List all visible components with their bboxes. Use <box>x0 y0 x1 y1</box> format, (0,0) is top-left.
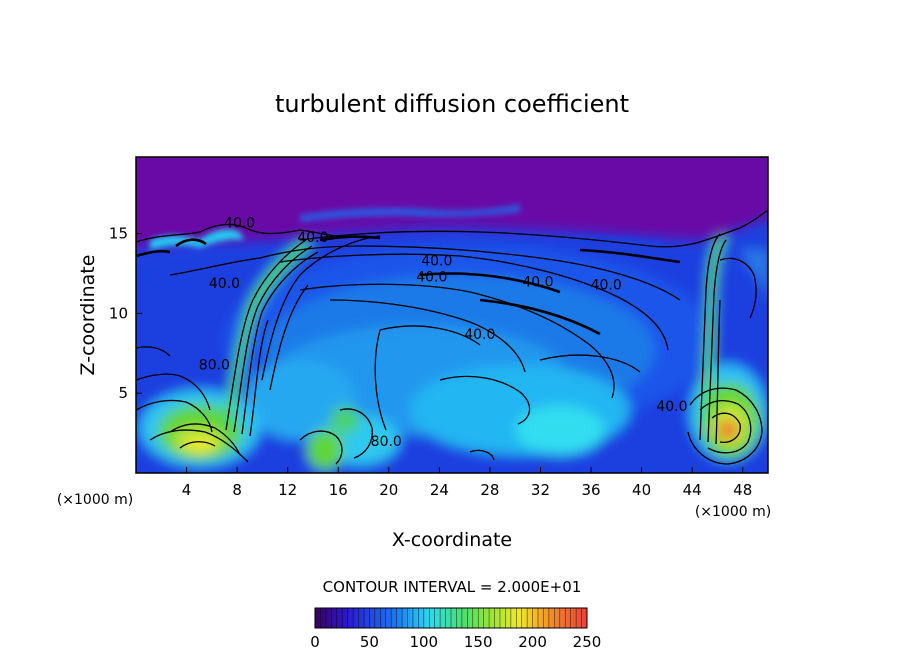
contour-label: 40.0 <box>416 270 447 286</box>
x-unit-left: (×1000 m) <box>57 492 133 508</box>
contour-label: 80.0 <box>199 357 230 373</box>
plot-frame <box>135 156 769 474</box>
y-axis-label: Z-coordinate <box>77 255 99 376</box>
x-tick-label: 44 <box>683 481 702 499</box>
colorbar-tick-label: 100 <box>409 633 438 651</box>
x-tick-label: 36 <box>581 481 600 499</box>
x-tick-label: 28 <box>480 481 499 499</box>
x-tick-label: 24 <box>430 481 449 499</box>
x-axis-label: X-coordinate <box>392 529 512 551</box>
y-axis-ticks: 5 10 15 <box>109 225 142 402</box>
contour-label: 40.0 <box>522 274 553 290</box>
x-tick-label: 12 <box>278 481 297 499</box>
x-tick-label: 16 <box>329 481 348 499</box>
colorbar-tick-label: 150 <box>464 633 493 651</box>
y-tick-label: 5 <box>118 384 128 402</box>
contour-label: 40.0 <box>209 276 240 292</box>
x-tick-label: 48 <box>733 481 752 499</box>
y-tick-label: 15 <box>109 225 128 243</box>
contour-label: 40.0 <box>464 327 495 343</box>
y-tick-label: 10 <box>109 304 128 322</box>
heatmap-field <box>136 157 768 473</box>
x-tick-label: 8 <box>232 481 242 499</box>
colorbar-tick-label: 200 <box>518 633 547 651</box>
colorbar-tick-label: 250 <box>573 633 602 651</box>
contour-interval-text: CONTOUR INTERVAL = 2.000E+01 <box>323 578 582 596</box>
x-tick-label: 32 <box>531 481 550 499</box>
x-unit-right: (×1000 m) <box>695 504 771 520</box>
x-tick-label: 40 <box>632 481 651 499</box>
contour-label: 40.0 <box>421 254 452 270</box>
contour-label: 40.0 <box>656 399 687 415</box>
colorbar-ticks: 0 50 100 150 200 250 <box>310 633 601 651</box>
contour-label: 40.0 <box>297 230 328 246</box>
contour-label: 80.0 <box>371 434 402 450</box>
contour-label: 40.0 <box>224 215 255 231</box>
colorbar-stripes <box>320 608 582 628</box>
chart-title: turbulent diffusion coefficient <box>275 90 629 118</box>
colorbar-tick-label: 0 <box>310 633 320 651</box>
contour-label: 40.0 <box>591 278 622 294</box>
colorbar-tick-label: 50 <box>360 633 379 651</box>
x-axis-ticks: 4 8 12 16 20 24 28 32 36 40 44 48 <box>182 467 752 499</box>
contour-labels: 40.040.040.040.040.0 40.0 40.040.080.080.0… <box>199 215 688 450</box>
x-tick-label: 4 <box>182 481 192 499</box>
x-tick-label: 20 <box>379 481 398 499</box>
